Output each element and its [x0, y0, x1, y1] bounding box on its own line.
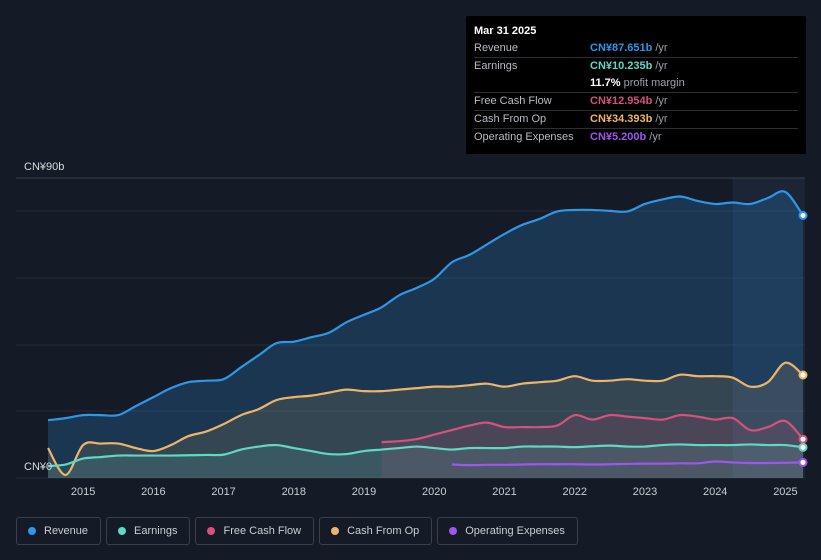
tooltip-unit: profit margin: [623, 77, 685, 89]
endpoint-revenue: [798, 210, 808, 220]
y-axis-top-label: CN¥90b: [24, 161, 64, 173]
tooltip-unit: /yr: [655, 113, 668, 125]
tooltip-unit: /yr: [655, 95, 668, 107]
tooltip-date: Mar 31 2025: [474, 25, 537, 37]
tooltip-row-margin: 11.7% profit margin: [474, 75, 798, 92]
legend: Revenue Earnings Free Cash Flow Cash Fro…: [16, 517, 578, 545]
tooltip-row-revenue: Revenue CN¥87.651b /yr: [474, 40, 798, 57]
legend-dot-icon: [28, 527, 36, 535]
tooltip-label: [474, 75, 590, 92]
x-tick-label: 2025: [773, 486, 797, 498]
legend-item-cash-from-op[interactable]: Cash From Op: [319, 517, 433, 545]
line-earnings: [47, 443, 804, 468]
tooltip-value: CN¥34.393b: [590, 113, 653, 125]
tooltip-row-cfo: Cash From Op CN¥34.393b /yr: [474, 110, 798, 128]
tooltip-label: Operating Expenses: [474, 131, 574, 143]
line-free-cash-flow: [381, 413, 804, 444]
tooltip-row-opex: Operating Expenses CN¥5.200b /yr: [474, 128, 798, 146]
x-tick-label: 2023: [633, 486, 657, 498]
endpoint-operating-expenses: [798, 457, 808, 467]
legend-item-earnings[interactable]: Earnings: [106, 517, 191, 545]
tooltip-unit: /yr: [649, 131, 662, 143]
legend-dot-icon: [118, 527, 127, 535]
tooltip-label: Free Cash Flow: [474, 95, 552, 107]
x-tick-label: 2024: [703, 486, 727, 498]
series-endpoints: [798, 210, 808, 467]
tooltip-row-fcf: Free Cash Flow CN¥12.954b /yr: [474, 92, 798, 110]
line-cash-from-op: [47, 361, 804, 477]
legend-label: Cash From Op: [347, 525, 420, 537]
line-revenue: [47, 190, 804, 422]
x-tick-label: 2015: [71, 486, 95, 498]
tooltip-value: CN¥10.235b: [590, 60, 653, 72]
x-tick-label: 2017: [211, 486, 235, 498]
x-tick-label: 2019: [352, 486, 376, 498]
gridlines: [16, 177, 805, 479]
legend-label: Earnings: [134, 525, 178, 537]
endpoint-cash-from-op: [798, 370, 808, 380]
legend-item-revenue[interactable]: Revenue: [16, 517, 102, 545]
tooltip-value: 11.7%: [590, 77, 621, 89]
x-tick-label: 2020: [422, 486, 446, 498]
area-earnings: [48, 444, 803, 478]
tooltip-unit: /yr: [655, 42, 668, 54]
y-axis-bottom-label: CN¥0: [24, 461, 52, 473]
tooltip-row-earnings: Earnings CN¥10.235b /yr: [474, 57, 798, 75]
x-tick-label: 2016: [141, 486, 165, 498]
tooltip-unit: /yr: [655, 60, 668, 72]
endpoint-earnings: [798, 442, 808, 452]
tooltip-label: Revenue: [474, 42, 519, 54]
chart-area: CN¥90b CN¥0 2015 2016 2017 2018 2019 2020 2021…: [16, 161, 808, 498]
tooltip-label: Cash From Op: [474, 113, 547, 125]
tooltip-value: CN¥87.651b: [590, 42, 653, 54]
x-tick-label: 2018: [282, 486, 306, 498]
line-operating-expenses: [451, 460, 804, 467]
legend-item-operating-expenses[interactable]: Operating Expenses: [437, 517, 578, 545]
tooltip-value: CN¥5.200b: [590, 131, 647, 143]
endpoint-free-cash-flow: [798, 434, 808, 444]
legend-label: Free Cash Flow: [223, 525, 302, 537]
x-axis-ticks: 2015 2016 2017 2018 2019 2020 2021 2022 2023 2024…: [71, 486, 798, 498]
legend-dot-icon: [331, 527, 340, 535]
legend-label: Revenue: [44, 525, 89, 537]
tooltip: Mar 31 2025 Revenue CN¥87.651b /yr Earni…: [466, 16, 806, 154]
legend-dot-icon: [207, 527, 216, 535]
series-areas: [48, 191, 803, 478]
x-tick-label: 2021: [492, 486, 516, 498]
x-tick-label: 2022: [563, 486, 587, 498]
area-cash-from-op: [48, 362, 803, 478]
tooltip-value: CN¥12.954b: [590, 95, 653, 107]
legend-dot-icon: [449, 527, 458, 535]
legend-item-free-cash-flow[interactable]: Free Cash Flow: [195, 517, 315, 545]
legend-label: Operating Expenses: [465, 525, 565, 537]
area-revenue: [48, 191, 803, 478]
tooltip-label: Earnings: [474, 60, 518, 72]
series-lines: [47, 190, 804, 477]
